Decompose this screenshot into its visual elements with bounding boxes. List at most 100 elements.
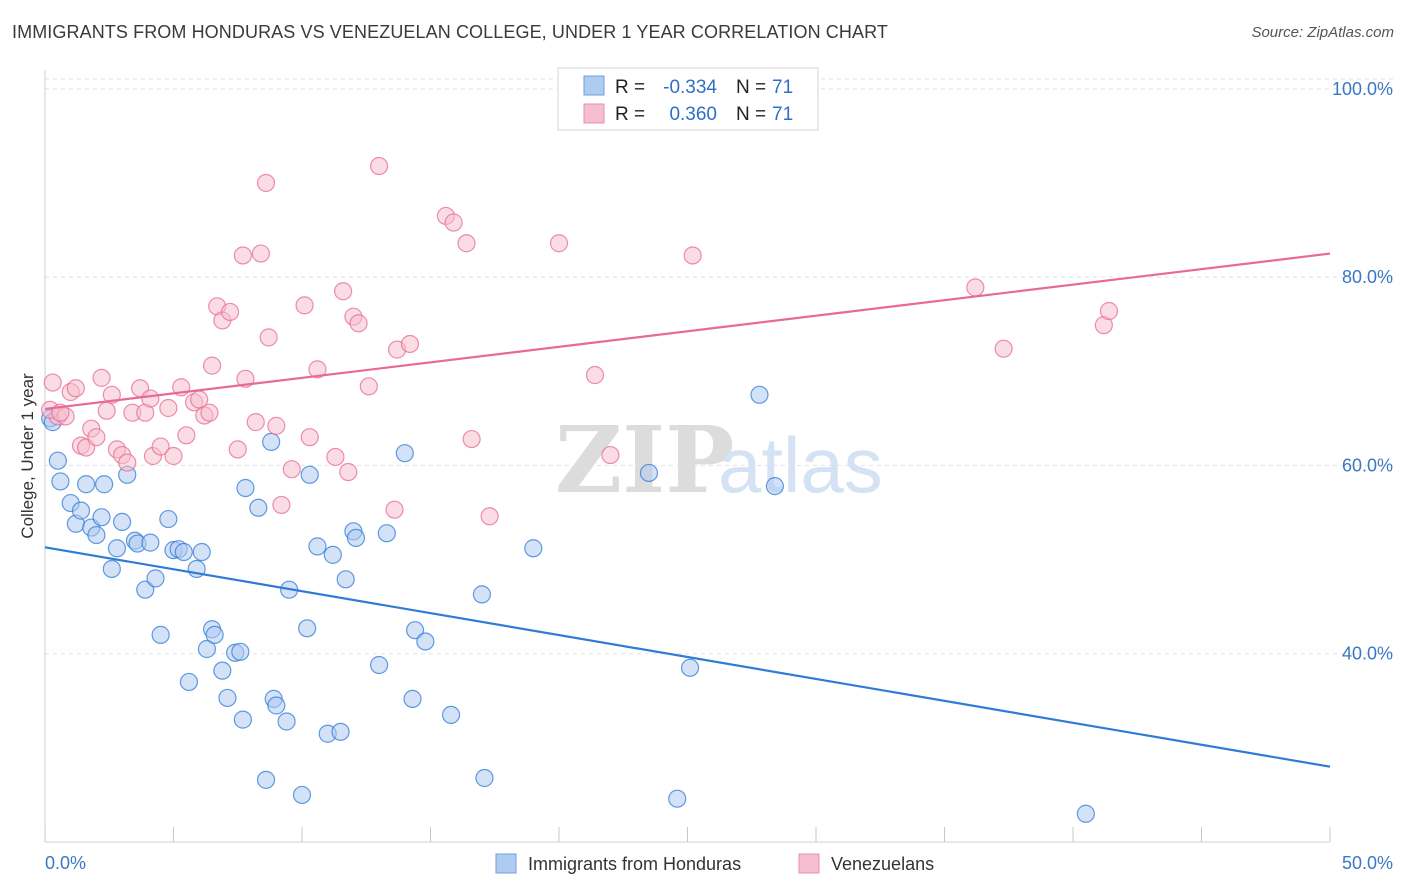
data-point-honduras xyxy=(236,478,255,498)
data-point-venezuelans xyxy=(92,368,111,387)
data-point-honduras xyxy=(308,537,327,556)
data-point-venezuelans xyxy=(246,413,265,432)
data-point-honduras xyxy=(395,444,414,463)
data-point-honduras xyxy=(112,512,132,532)
data-point-venezuelans xyxy=(259,328,278,347)
legend-r-label: R = xyxy=(615,104,645,125)
data-point-honduras xyxy=(107,539,127,558)
y-tick-label: 80.0% xyxy=(1342,267,1393,287)
data-point-honduras xyxy=(92,508,111,527)
data-point-honduras xyxy=(51,472,70,491)
data-point-honduras xyxy=(213,661,232,680)
data-point-honduras xyxy=(262,432,281,451)
data-point-honduras xyxy=(77,475,96,494)
y-axis-label: College, Under 1 year xyxy=(18,373,37,539)
y-tick-label: 40.0% xyxy=(1342,644,1393,664)
data-point-venezuelans xyxy=(339,462,358,482)
watermark: ZIP atlas xyxy=(555,406,883,514)
data-point-honduras xyxy=(441,705,461,725)
data-point-honduras xyxy=(377,524,396,543)
data-point-honduras xyxy=(472,585,491,604)
data-point-honduras xyxy=(298,619,317,638)
data-point-venezuelans xyxy=(444,213,463,232)
data-point-venezuelans xyxy=(480,507,499,526)
data-point-venezuelans xyxy=(159,398,178,418)
data-point-venezuelans xyxy=(87,428,106,447)
gridlines xyxy=(45,78,1393,655)
data-point-venezuelans xyxy=(220,302,240,322)
data-point-venezuelans xyxy=(549,234,569,253)
data-point-venezuelans xyxy=(359,377,378,396)
watermark-atlas: atlas xyxy=(718,421,883,509)
data-point-honduras xyxy=(680,658,700,677)
data-point-honduras xyxy=(256,770,276,789)
data-point-honduras xyxy=(174,542,193,562)
data-point-venezuelans xyxy=(118,453,137,472)
data-point-venezuelans xyxy=(585,365,605,385)
data-point-honduras xyxy=(146,569,165,588)
legend-n-label: N = xyxy=(736,77,766,98)
data-point-honduras xyxy=(331,722,350,741)
data-point-venezuelans xyxy=(400,334,420,354)
legend-swatch-venezuelans xyxy=(583,103,605,124)
series-legend-label-honduras: Immigrants from Honduras xyxy=(528,854,741,874)
y-tick-labels: 40.0% 60.0% 80.0% 100.0% xyxy=(1332,79,1393,664)
data-point-venezuelans xyxy=(295,296,314,315)
data-point-honduras xyxy=(405,621,425,640)
axes xyxy=(44,70,1331,843)
data-point-venezuelans xyxy=(601,445,620,465)
data-point-honduras xyxy=(95,475,114,494)
data-point-honduras xyxy=(765,477,784,496)
data-point-venezuelans xyxy=(236,369,255,388)
legend-swatch-honduras xyxy=(583,75,605,96)
data-point-honduras xyxy=(218,688,237,708)
watermark-zip: ZIP xyxy=(555,406,734,514)
data-point-honduras xyxy=(416,632,435,651)
chart-title: IMMIGRANTS FROM HONDURAS VS VENEZUELAN C… xyxy=(12,22,888,42)
legend-r-value: -0.334 xyxy=(663,77,717,98)
x-tick-label: 50.0% xyxy=(1342,853,1393,873)
legend-n-value: 71 xyxy=(772,104,793,125)
data-point-honduras xyxy=(475,768,494,788)
legend-r-label: R = xyxy=(615,77,645,98)
data-point-venezuelans xyxy=(457,234,476,253)
trend-line-venezuelans xyxy=(44,252,1331,411)
data-point-honduras xyxy=(639,463,659,483)
data-point-honduras xyxy=(197,639,217,659)
data-point-honduras xyxy=(277,712,296,731)
data-point-venezuelans xyxy=(233,246,252,265)
legend-n-label: N = xyxy=(736,104,766,125)
data-point-honduras xyxy=(1076,804,1095,823)
data-point-honduras xyxy=(179,672,199,692)
y-tick-label: 100.0% xyxy=(1332,79,1393,99)
data-point-honduras xyxy=(300,465,319,484)
data-point-venezuelans xyxy=(202,356,222,375)
data-point-honduras xyxy=(102,559,121,579)
data-point-honduras xyxy=(668,789,687,808)
series-legend-swatch-venezuelans xyxy=(798,853,820,874)
data-point-honduras xyxy=(192,542,211,562)
data-point-honduras xyxy=(524,539,543,558)
data-point-honduras xyxy=(71,501,91,520)
data-point-honduras xyxy=(323,545,342,564)
series-legend-swatch-honduras xyxy=(495,853,517,874)
data-point-venezuelans xyxy=(151,437,170,456)
data-point-venezuelans xyxy=(326,447,345,467)
data-point-venezuelans xyxy=(385,500,404,519)
data-point-venezuelans xyxy=(334,282,353,301)
correlation-legend: R = -0.334 N = 71 R = 0.360 N = 71 xyxy=(557,67,819,131)
data-point-venezuelans xyxy=(256,173,276,193)
data-point-venezuelans xyxy=(994,339,1013,358)
data-point-venezuelans xyxy=(282,460,301,479)
series-legend: Immigrants from Honduras Venezuelans xyxy=(495,853,934,874)
data-point-venezuelans xyxy=(43,373,62,392)
data-point-venezuelans xyxy=(267,416,286,435)
series-legend-label-venezuelans: Venezuelans xyxy=(831,854,934,874)
data-point-venezuelans xyxy=(966,278,985,297)
data-point-honduras xyxy=(249,498,268,517)
data-point-venezuelans xyxy=(370,156,389,176)
data-point-honduras xyxy=(233,710,252,729)
data-point-honduras xyxy=(370,655,389,675)
trend-line-honduras xyxy=(44,546,1331,768)
data-point-honduras xyxy=(336,570,355,589)
